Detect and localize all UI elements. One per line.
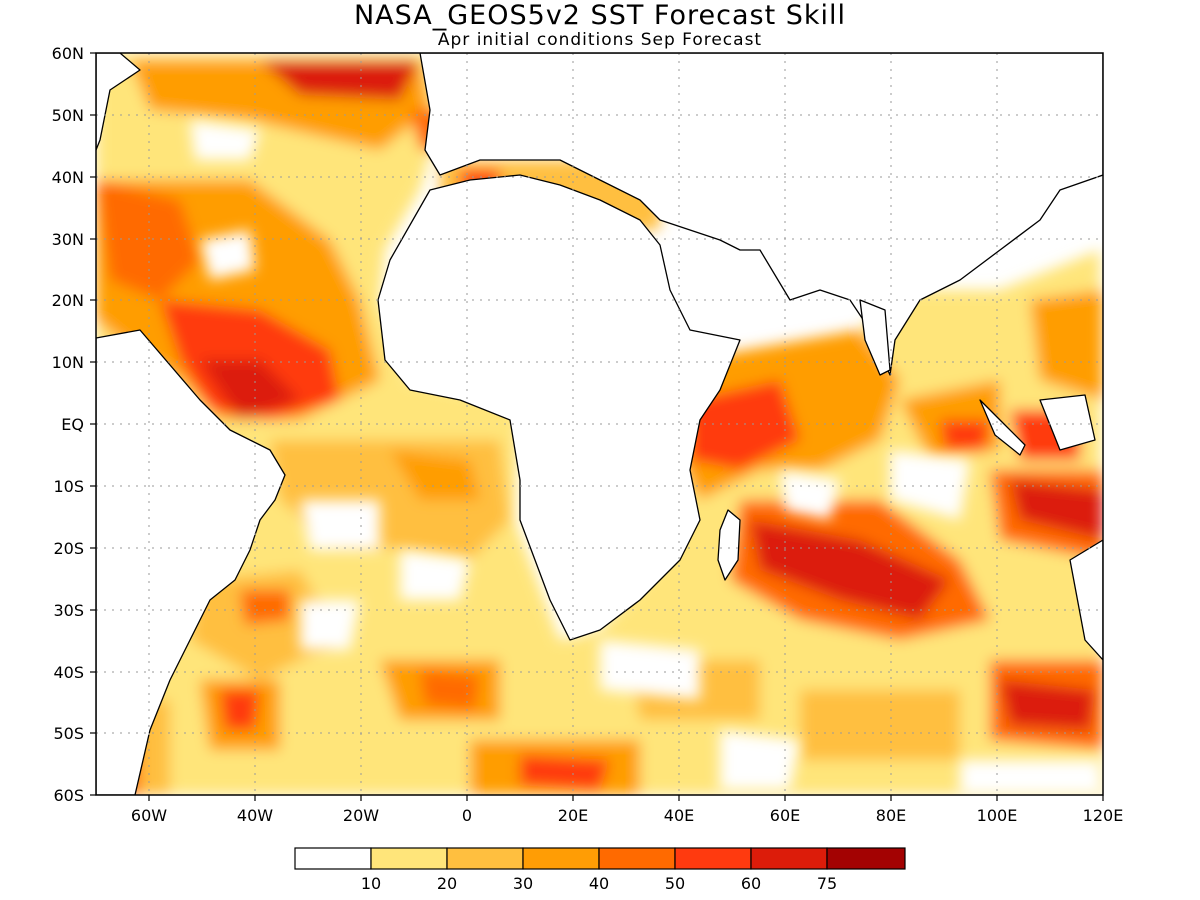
lat-label: 60S — [53, 786, 84, 805]
map-title: NASA_GEOS5v2 SST Forecast Skill — [354, 0, 846, 31]
lat-label: 50N — [52, 106, 84, 125]
lon-label: 20W — [343, 806, 379, 825]
colorbar-label: 30 — [513, 874, 533, 893]
lon-label: 60E — [770, 806, 800, 825]
madagascar — [717, 509, 741, 581]
colorbar-swatch — [294, 847, 372, 870]
lat-label: 20N — [52, 291, 84, 310]
lon-label: 100E — [977, 806, 1018, 825]
colorbar-label: 20 — [437, 874, 457, 893]
lat-label: 10S — [53, 477, 84, 496]
colorbar-label: 50 — [665, 874, 685, 893]
lat-label: 30S — [53, 601, 84, 620]
north-america — [96, 53, 141, 151]
lon-label: 60W — [131, 806, 167, 825]
colorbar-label: 40 — [589, 874, 609, 893]
lon-label: 40W — [237, 806, 273, 825]
map-subtitle: Apr initial conditions Sep Forecast — [438, 30, 762, 50]
colorbar-swatch — [598, 847, 676, 870]
lat-labels: 60N 50N 40N 30N 20N 10N EQ 10S 20S 30S 4… — [52, 44, 84, 805]
lat-label: 20S — [53, 539, 84, 558]
map-panel — [96, 53, 1103, 795]
lon-label: 0 — [462, 806, 472, 825]
australia-edge — [1069, 539, 1103, 661]
colorbar-swatch — [370, 847, 448, 870]
south-america — [96, 329, 286, 795]
borneo — [1039, 394, 1096, 451]
lon-label: 40E — [664, 806, 694, 825]
colorbar-swatch — [750, 847, 828, 870]
lon-label: 20E — [558, 806, 588, 825]
europe-asia — [419, 53, 1103, 376]
lon-label: 120E — [1083, 806, 1124, 825]
colorbar-swatch — [522, 847, 600, 870]
lon-label: 80E — [876, 806, 906, 825]
lat-label: 10N — [52, 353, 84, 372]
africa — [377, 174, 741, 641]
lat-label: 60N — [52, 44, 84, 63]
no-skill-areas — [190, 120, 1103, 795]
lat-label: EQ — [61, 415, 84, 434]
lat-label: 50S — [53, 724, 84, 743]
colorbar-label: 60 — [741, 874, 761, 893]
lat-label: 40S — [53, 663, 84, 682]
colorbar: 10 20 30 40 50 60 75 — [294, 847, 906, 893]
lat-label: 40N — [52, 168, 84, 187]
lat-label: 30N — [52, 230, 84, 249]
colorbar-swatch — [826, 847, 906, 870]
axis-tick-marks — [90, 52, 1104, 801]
lon-labels: 60W 40W 20W 0 20E 40E 60E 80E 100E 120E — [131, 806, 1123, 825]
india-south — [859, 299, 891, 376]
colorbar-label: 10 — [361, 874, 381, 893]
colorbar-swatch — [674, 847, 752, 870]
sumatra — [979, 399, 1026, 456]
colorbar-label: 75 — [817, 874, 837, 893]
colorbar-swatch — [446, 847, 524, 870]
continents — [96, 53, 1103, 795]
